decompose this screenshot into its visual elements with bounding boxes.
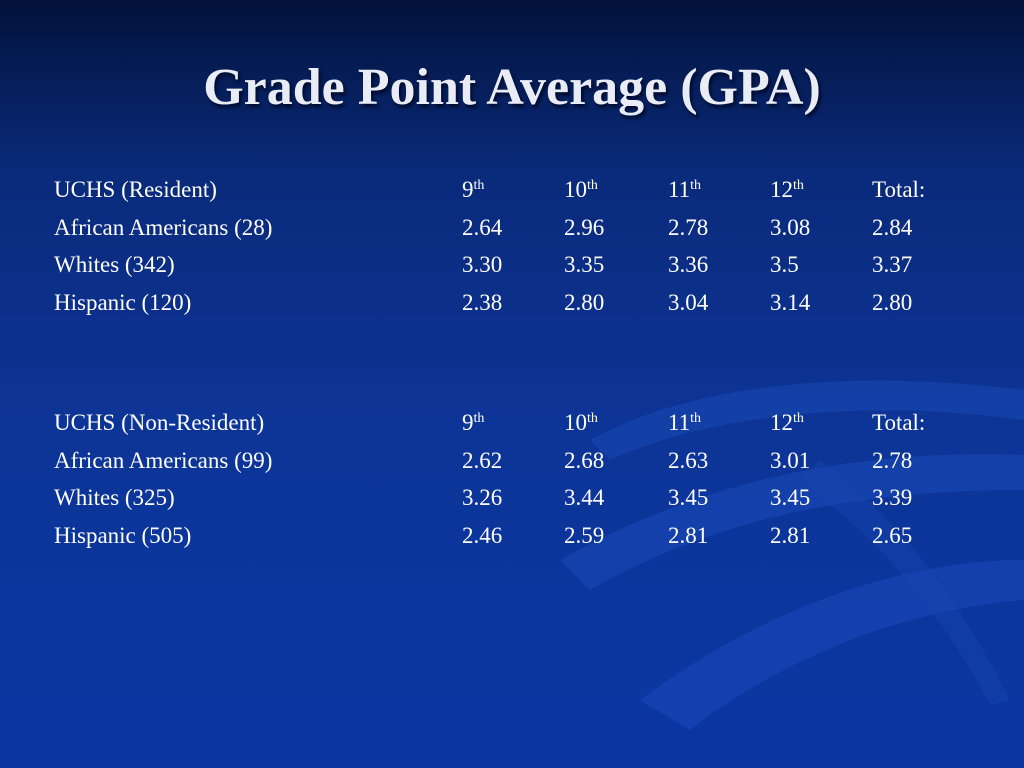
gpa-cell: 2.64 xyxy=(462,214,503,240)
total-header: Total: xyxy=(872,177,926,202)
gpa-cell: 2.78 xyxy=(668,214,709,240)
row-label: Whites (342) xyxy=(54,252,175,277)
gpa-cell: 3.14 xyxy=(770,289,811,315)
gpa-cell: 2.59 xyxy=(564,522,605,548)
gpa-cell: 2.96 xyxy=(564,214,605,240)
gpa-total-cell: 2.80 xyxy=(872,289,913,315)
gpa-total-cell: 2.65 xyxy=(872,522,913,548)
gpa-cell: 2.81 xyxy=(770,522,811,548)
table-row: Whites (325) 3.26 3.44 3.45 3.45 3.39 xyxy=(54,479,972,517)
gpa-cell: 2.81 xyxy=(668,522,709,548)
gpa-total-cell: 3.37 xyxy=(872,252,913,277)
grade-9-header: 9th xyxy=(462,410,485,435)
row-label: Hispanic (120) xyxy=(54,289,192,315)
gpa-cell: 3.04 xyxy=(668,289,709,315)
gpa-cell: 2.46 xyxy=(462,522,503,548)
gpa-total-cell: 2.78 xyxy=(872,447,913,473)
gpa-cell: 3.26 xyxy=(462,485,503,510)
gpa-cell: 2.80 xyxy=(564,289,605,315)
total-header: Total: xyxy=(872,410,926,435)
gpa-cell: 2.68 xyxy=(564,447,605,473)
gpa-cell: 3.5 xyxy=(770,252,799,277)
grade-10-header: 10th xyxy=(564,410,598,435)
row-label: Hispanic (505) xyxy=(54,522,192,548)
row-label: African Americans (99) xyxy=(54,447,273,473)
row-label: Whites (325) xyxy=(54,485,175,510)
table-header-row: UCHS (Non-Resident) 9th 10th 11th 12th T… xyxy=(54,404,972,442)
grade-12-header: 12th xyxy=(770,177,804,202)
slide-title: Grade Point Average (GPA) xyxy=(203,59,821,116)
table-row: Hispanic (120) 2.38 2.80 3.04 3.14 2.80 xyxy=(54,284,972,322)
gpa-total-cell: 2.84 xyxy=(872,214,913,240)
gpa-cell: 3.36 xyxy=(668,252,709,277)
grade-10-header: 10th xyxy=(564,177,598,202)
gpa-cell: 2.38 xyxy=(462,289,503,315)
table-row: African Americans (28) 2.64 2.96 2.78 3.… xyxy=(54,209,972,247)
gpa-cell: 3.45 xyxy=(770,485,811,510)
gpa-cell: 3.45 xyxy=(668,485,709,510)
resident-gpa-table: UCHS (Resident) 9th 10th 11th 12th Total… xyxy=(54,171,972,321)
grade-9-header: 9th xyxy=(462,177,485,202)
gpa-cell: 3.01 xyxy=(770,447,811,473)
grade-12-header: 12th xyxy=(770,410,804,435)
gpa-cell: 3.35 xyxy=(564,252,605,277)
gpa-cell: 3.44 xyxy=(564,485,605,510)
gpa-cell: 2.63 xyxy=(668,447,709,473)
grade-11-header: 11th xyxy=(668,410,702,435)
row-label: African Americans (28) xyxy=(54,214,273,240)
gpa-cell: 3.30 xyxy=(462,252,503,277)
non-resident-gpa-table: UCHS (Non-Resident) 9th 10th 11th 12th T… xyxy=(54,404,972,554)
section-label: UCHS (Non-Resident) xyxy=(54,410,265,435)
section-label: UCHS (Resident) xyxy=(54,177,217,202)
gpa-total-cell: 3.39 xyxy=(872,485,913,510)
gpa-cell: 3.08 xyxy=(770,214,811,240)
gpa-cell: 2.62 xyxy=(462,447,503,473)
table-header-row: UCHS (Resident) 9th 10th 11th 12th Total… xyxy=(54,171,972,209)
table-row: Whites (342) 3.30 3.35 3.36 3.5 3.37 xyxy=(54,246,972,284)
grade-11-header: 11th xyxy=(668,177,702,202)
table-row: African Americans (99) 2.62 2.68 2.63 3.… xyxy=(54,442,972,480)
table-row: Hispanic (505) 2.46 2.59 2.81 2.81 2.65 xyxy=(54,517,972,555)
